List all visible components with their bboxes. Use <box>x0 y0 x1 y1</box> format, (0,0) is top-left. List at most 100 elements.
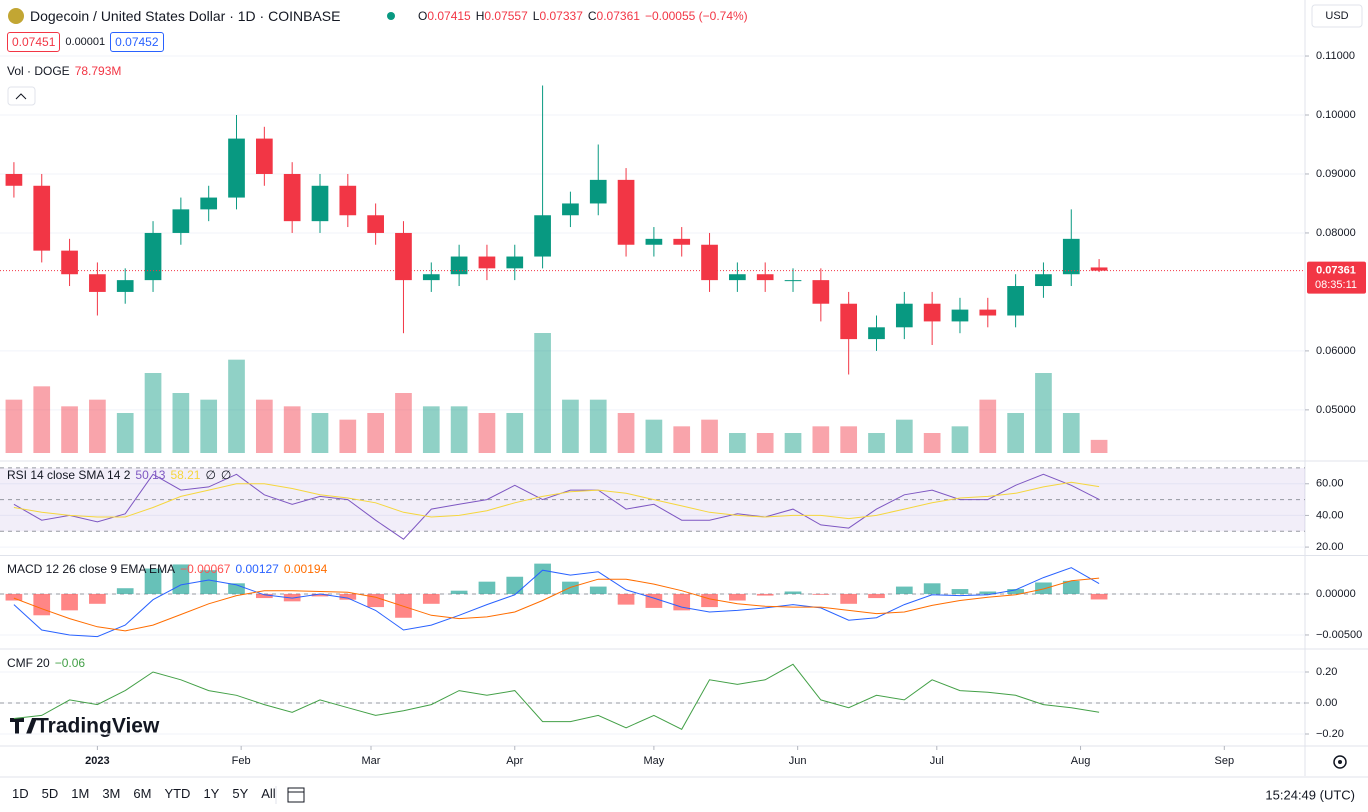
ohlc-key: L <box>532 9 540 23</box>
x-tick-label: Mar <box>362 755 381 767</box>
y-tick-label: −0.20 <box>1316 728 1344 740</box>
candle-body <box>589 179 607 204</box>
range-button[interactable]: YTD <box>164 786 191 801</box>
price-tag-label: 0.07361 <box>1316 265 1356 277</box>
volume-bar <box>534 333 551 453</box>
candle-body <box>562 203 579 216</box>
histogram-bar <box>89 593 106 604</box>
quote-row: 0.07451 0.00001 0.07452 <box>7 32 164 52</box>
range-button[interactable]: 1D <box>12 786 29 801</box>
range-button[interactable]: 1M <box>71 786 90 801</box>
volume-bar <box>228 359 245 453</box>
volume-bar <box>979 399 997 453</box>
volume-bar <box>1007 413 1024 453</box>
x-tick-label: Sep <box>1215 755 1235 767</box>
candle-body <box>701 244 718 281</box>
range-button[interactable]: 3M <box>102 786 121 801</box>
volume-bar <box>5 399 23 453</box>
candle-body <box>895 303 913 328</box>
histogram-bar <box>729 593 746 601</box>
volume-bar <box>645 419 663 453</box>
currency-button[interactable] <box>1311 4 1363 28</box>
x-tick-label: Jul <box>930 755 944 767</box>
volume-bar <box>255 399 273 453</box>
indicator-value: −0.00067 <box>180 562 231 576</box>
x-tick-label: Jun <box>789 755 807 767</box>
range-button[interactable]: 5Y <box>232 786 249 801</box>
indicator-legend: RSI 14 close SMA 14 2 50.13 58.21 ∅ ∅ <box>7 468 231 482</box>
settings-icon[interactable] <box>1333 755 1347 769</box>
range-button[interactable]: 5D <box>41 786 59 801</box>
candle-body <box>1007 286 1024 316</box>
candle-body <box>1062 238 1080 275</box>
histogram-bar <box>116 588 134 594</box>
candle-body <box>395 232 412 281</box>
histogram-bar <box>311 593 329 597</box>
volume-bar <box>283 406 301 453</box>
candle-body <box>200 197 218 210</box>
candle-body <box>283 173 301 222</box>
indicator-line <box>13 473 1100 540</box>
candle-body <box>645 238 663 245</box>
candle-body <box>228 138 245 198</box>
volume-bar <box>756 433 774 453</box>
volume-bar <box>923 433 941 453</box>
indicator-line <box>13 481 1100 520</box>
indicator-value: 0.00127 <box>235 562 279 576</box>
indicator-title: RSI 14 close SMA 14 2 <box>7 468 131 482</box>
symbol: Dogecoin / United States Dollar · 1D · C… <box>30 8 341 24</box>
candle-body <box>673 238 691 245</box>
range-button[interactable]: 6M <box>133 786 152 801</box>
ohlc-key: O <box>418 9 428 23</box>
histogram-bar <box>868 593 885 599</box>
range-button[interactable]: 1Y <box>203 786 220 801</box>
range-button[interactable]: All <box>261 786 276 801</box>
volume-bar <box>367 413 384 453</box>
x-tick-label: Aug <box>1071 755 1091 767</box>
indicator-legend: CMF 20 −0.06 <box>7 656 85 670</box>
histogram-bar <box>1062 580 1080 594</box>
spread: 0.00001 <box>65 36 106 48</box>
ohlc-value: 0.07361 <box>596 9 640 23</box>
candle-body <box>840 303 858 340</box>
candle-body <box>534 215 551 257</box>
histogram-bar <box>422 593 440 604</box>
volume-bar <box>395 393 412 453</box>
histogram-bar <box>1035 582 1052 594</box>
change: −0.00055 (−0.74%) <box>644 9 748 23</box>
calendar-icon[interactable] <box>287 787 305 803</box>
logo-mark <box>10 718 37 734</box>
candle-body <box>756 274 774 281</box>
candle-body <box>729 274 746 281</box>
volume-bar <box>1090 439 1108 453</box>
y-tick-label: 0.00000 <box>1316 588 1356 600</box>
ohlc-item: C0.07361 <box>588 9 640 23</box>
indicator-value: 58.21 <box>170 468 201 482</box>
currency[interactable]: USD <box>1325 10 1348 22</box>
indicator-line <box>13 567 1100 638</box>
candle-body <box>172 209 190 233</box>
volume-bar <box>89 399 106 453</box>
indicator-title: CMF 20 <box>7 656 50 670</box>
collapse-button[interactable] <box>7 86 36 106</box>
x-tick-label: 2023 <box>85 755 109 767</box>
volume-bar <box>1062 413 1080 453</box>
volume-bar <box>116 413 134 453</box>
y-tick-label: 0.08000 <box>1316 227 1356 239</box>
candle-body <box>311 185 329 222</box>
candle-body <box>450 256 468 275</box>
histogram-bar <box>617 593 635 605</box>
bid[interactable]: 0.07451 <box>7 32 61 52</box>
ohlc-key: H <box>475 9 485 23</box>
ohlc-value: 0.07557 <box>484 9 528 23</box>
histogram-bar <box>1090 593 1108 600</box>
indicator-extra: ∅ <box>220 468 232 482</box>
candle-body <box>61 250 78 275</box>
y-tick-label: 0.05000 <box>1316 404 1356 416</box>
histogram-bar <box>784 591 802 594</box>
histogram-bar <box>1007 589 1024 594</box>
ask[interactable]: 0.07452 <box>110 32 164 52</box>
price-axis-bg <box>1305 0 1368 776</box>
volume-bar <box>673 426 691 453</box>
indicator-line <box>13 663 1100 730</box>
